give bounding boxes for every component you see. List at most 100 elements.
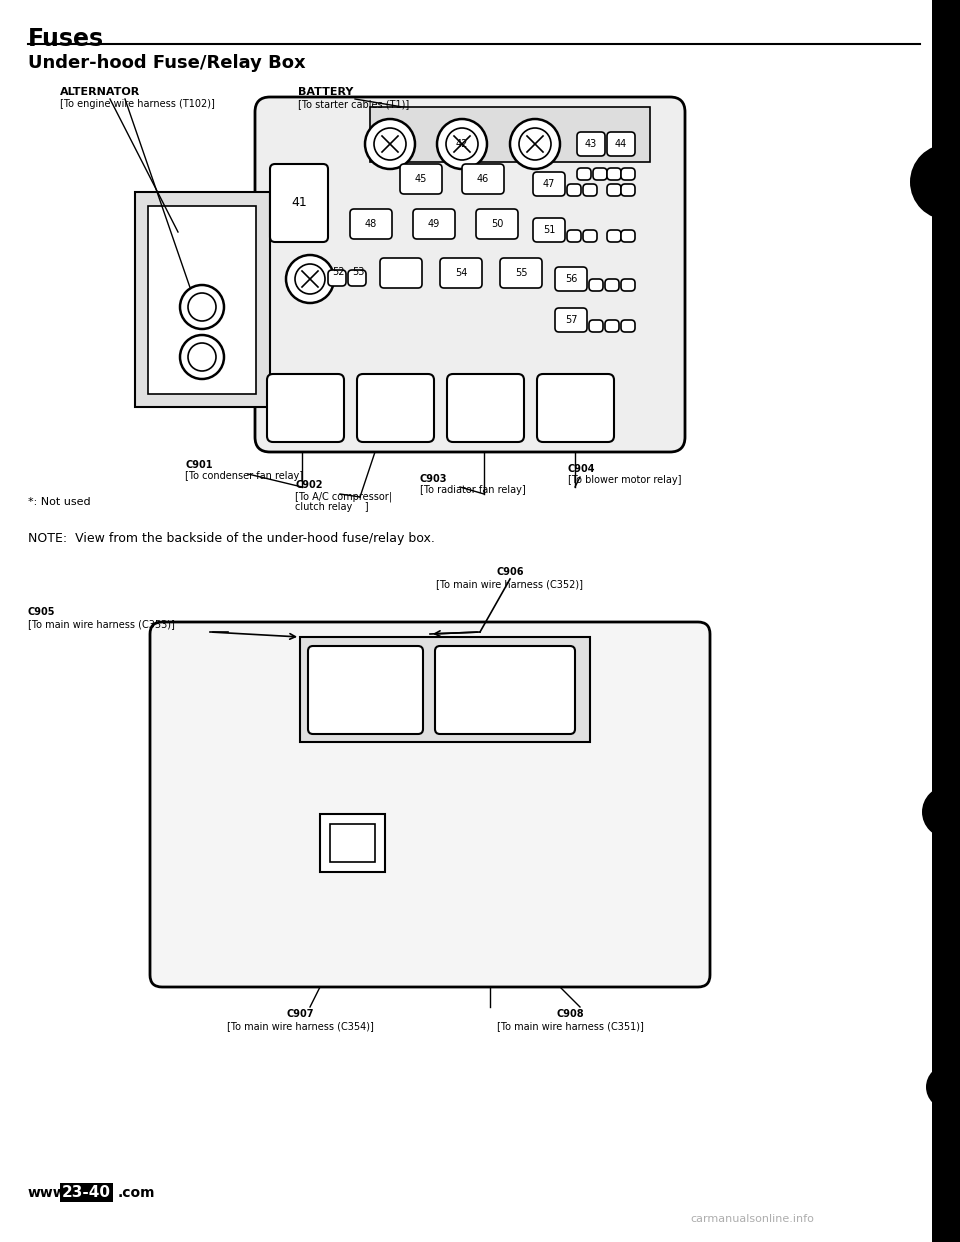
FancyBboxPatch shape (555, 308, 587, 332)
Text: www.: www. (28, 1186, 71, 1200)
Text: 55: 55 (515, 268, 527, 278)
Text: clutch relay    ]: clutch relay ] (295, 502, 369, 512)
Text: 42: 42 (456, 139, 468, 149)
Circle shape (286, 255, 334, 303)
Text: C902: C902 (295, 479, 323, 491)
FancyBboxPatch shape (605, 279, 619, 291)
FancyBboxPatch shape (350, 209, 392, 238)
Circle shape (446, 128, 478, 160)
Text: 41: 41 (291, 196, 307, 210)
FancyBboxPatch shape (607, 230, 621, 242)
FancyBboxPatch shape (589, 279, 603, 291)
Text: C901: C901 (185, 460, 212, 469)
Circle shape (188, 343, 216, 371)
FancyBboxPatch shape (621, 168, 635, 180)
Circle shape (510, 119, 560, 169)
Text: 45: 45 (415, 174, 427, 184)
FancyBboxPatch shape (348, 270, 366, 286)
Text: 23-40: 23-40 (62, 1185, 111, 1200)
Text: 43: 43 (585, 139, 597, 149)
Text: C907: C907 (286, 1009, 314, 1018)
Text: 52: 52 (332, 267, 345, 277)
Text: 54: 54 (455, 268, 468, 278)
Circle shape (295, 265, 325, 294)
FancyBboxPatch shape (577, 132, 605, 156)
Bar (300, 637, 590, 741)
Text: [To main wire harness (C353)]: [To main wire harness (C353)] (28, 619, 175, 628)
FancyBboxPatch shape (533, 219, 565, 242)
FancyBboxPatch shape (270, 164, 328, 242)
Text: NOTE:  View from the backside of the under-hood fuse/relay box.: NOTE: View from the backside of the unde… (28, 532, 435, 545)
FancyBboxPatch shape (607, 132, 635, 156)
FancyBboxPatch shape (605, 320, 619, 332)
Circle shape (180, 284, 224, 329)
Circle shape (926, 1064, 960, 1109)
Text: 53: 53 (351, 267, 364, 277)
Bar (330, 823, 375, 862)
FancyBboxPatch shape (440, 258, 482, 288)
Circle shape (910, 144, 960, 220)
FancyBboxPatch shape (462, 164, 504, 194)
Text: C904: C904 (568, 465, 595, 474)
Text: 49: 49 (428, 219, 440, 229)
Bar (135, 193, 270, 407)
Text: C906: C906 (496, 568, 524, 578)
Circle shape (180, 335, 224, 379)
FancyBboxPatch shape (400, 164, 442, 194)
FancyBboxPatch shape (607, 184, 621, 196)
FancyBboxPatch shape (435, 646, 575, 734)
FancyBboxPatch shape (621, 320, 635, 332)
Text: *: Not used: *: Not used (28, 497, 90, 507)
Text: ALTERNATOR: ALTERNATOR (60, 87, 140, 97)
FancyBboxPatch shape (537, 374, 614, 442)
Text: [To engine wire harness (T102)]: [To engine wire harness (T102)] (60, 99, 215, 109)
FancyBboxPatch shape (621, 279, 635, 291)
Text: C908: C908 (556, 1009, 584, 1018)
FancyBboxPatch shape (380, 258, 422, 288)
FancyBboxPatch shape (150, 622, 710, 987)
FancyBboxPatch shape (577, 168, 591, 180)
FancyBboxPatch shape (500, 258, 542, 288)
Text: [To radiator fan relay]: [To radiator fan relay] (420, 484, 526, 496)
Text: [To main wire harness (C352)]: [To main wire harness (C352)] (437, 579, 584, 589)
FancyBboxPatch shape (589, 320, 603, 332)
Text: 47: 47 (542, 179, 555, 189)
FancyBboxPatch shape (413, 209, 455, 238)
Text: 48: 48 (365, 219, 377, 229)
Circle shape (374, 128, 406, 160)
FancyBboxPatch shape (567, 230, 581, 242)
Text: [To blower motor relay]: [To blower motor relay] (568, 474, 682, 484)
FancyBboxPatch shape (583, 184, 597, 196)
FancyBboxPatch shape (328, 270, 346, 286)
Text: 46: 46 (477, 174, 490, 184)
FancyBboxPatch shape (447, 374, 524, 442)
Circle shape (188, 293, 216, 320)
FancyBboxPatch shape (476, 209, 518, 238)
Circle shape (519, 128, 551, 160)
Text: [To A/C compressor|: [To A/C compressor| (295, 491, 392, 502)
Text: 57: 57 (564, 315, 577, 325)
Text: [To main wire harness (C351)]: [To main wire harness (C351)] (496, 1021, 643, 1031)
FancyBboxPatch shape (555, 267, 587, 291)
Circle shape (437, 119, 487, 169)
Bar (932, 0, 960, 1242)
Text: Fuses: Fuses (28, 27, 104, 51)
Text: BATTERY: BATTERY (298, 87, 353, 97)
Bar (370, 107, 650, 161)
Text: Under-hood Fuse/Relay Box: Under-hood Fuse/Relay Box (28, 53, 305, 72)
FancyBboxPatch shape (621, 184, 635, 196)
Text: [To condenser fan relay]: [To condenser fan relay] (185, 471, 303, 481)
FancyBboxPatch shape (567, 184, 581, 196)
Circle shape (922, 786, 960, 838)
Text: 44: 44 (614, 139, 627, 149)
Text: [To main wire harness (C354)]: [To main wire harness (C354)] (227, 1021, 373, 1031)
FancyBboxPatch shape (621, 230, 635, 242)
Text: C903: C903 (420, 474, 447, 484)
Text: 51: 51 (542, 225, 555, 235)
FancyBboxPatch shape (583, 230, 597, 242)
Text: C905: C905 (28, 607, 56, 617)
Text: carmanualsonline.info: carmanualsonline.info (690, 1213, 814, 1225)
Text: .com: .com (118, 1186, 156, 1200)
FancyBboxPatch shape (533, 171, 565, 196)
Text: 56: 56 (564, 274, 577, 284)
